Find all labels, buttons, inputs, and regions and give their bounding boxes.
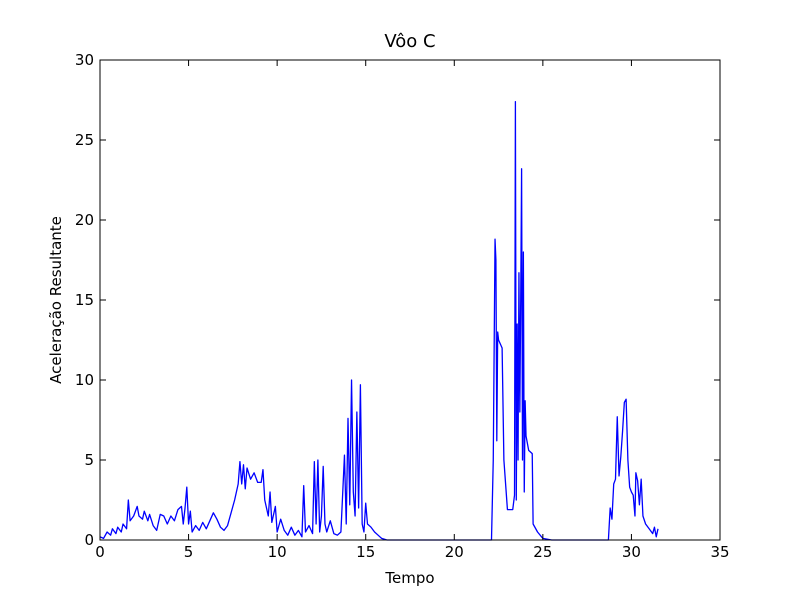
y-tick-label: 20 bbox=[75, 211, 94, 229]
y-tick-label: 25 bbox=[75, 131, 94, 149]
x-tick-label: 25 bbox=[533, 543, 552, 561]
y-axis-label: Aceleração Resultante bbox=[47, 216, 65, 384]
chart-title: Vôo C bbox=[384, 31, 435, 52]
x-tick-label: 20 bbox=[445, 543, 464, 561]
x-tick-label: 5 bbox=[184, 543, 194, 561]
x-tick-label: 0 bbox=[95, 543, 105, 561]
x-tick-label: 30 bbox=[622, 543, 641, 561]
x-tick-label: 15 bbox=[356, 543, 375, 561]
x-tick-label: 35 bbox=[710, 543, 729, 561]
y-tick-label: 5 bbox=[84, 451, 94, 469]
x-tick-label: 10 bbox=[268, 543, 287, 561]
y-tick-label: 30 bbox=[75, 51, 94, 69]
y-tick-label: 0 bbox=[84, 531, 94, 549]
y-tick-label: 10 bbox=[75, 371, 94, 389]
y-tick-label: 15 bbox=[75, 291, 94, 309]
x-axis-label: Tempo bbox=[384, 569, 434, 587]
plot-frame bbox=[99, 59, 721, 541]
